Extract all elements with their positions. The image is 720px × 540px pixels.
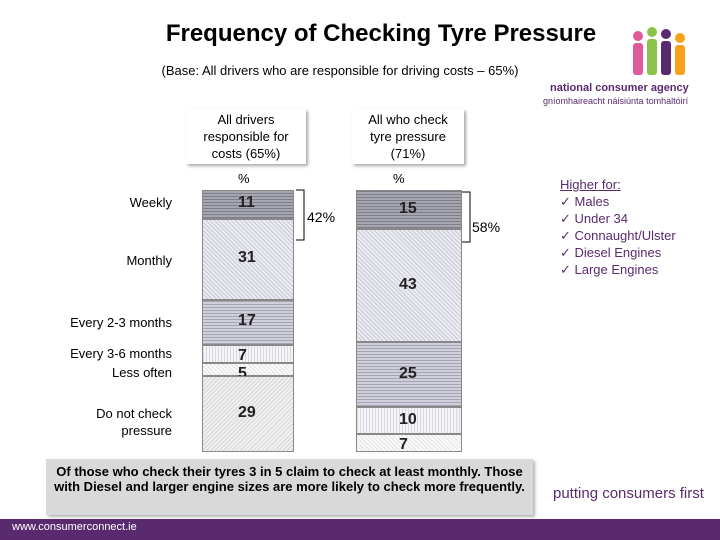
row-label-do-not-check: Do not check pressure bbox=[96, 406, 172, 438]
logo-dot-3 bbox=[661, 29, 671, 39]
higher-for-title: Higher for: bbox=[560, 177, 621, 192]
bar-segment bbox=[356, 341, 462, 408]
bar-value-label: 17 bbox=[238, 312, 256, 330]
bar-segment bbox=[202, 344, 294, 363]
annotation-58pct: 58% bbox=[472, 219, 501, 235]
tagline: putting consumers first bbox=[553, 485, 704, 502]
logo-bar-2 bbox=[647, 39, 657, 75]
row-label-every-3-6-months: Every 3-6 months bbox=[70, 346, 172, 361]
bar-segment bbox=[356, 407, 462, 434]
chart-title: Frequency of Checking Tyre Pressure bbox=[165, 20, 597, 47]
unit-label-1: % bbox=[238, 171, 250, 186]
annotation-42pct: 42% bbox=[307, 209, 336, 225]
bar-segment bbox=[356, 433, 462, 452]
bar-segment bbox=[356, 190, 462, 230]
bar-segment bbox=[202, 300, 294, 345]
bar-value-label: 29 bbox=[238, 404, 256, 421]
bar-value-label: 43 bbox=[399, 275, 417, 293]
bar-segment bbox=[202, 190, 294, 219]
logo-dot-2 bbox=[647, 27, 657, 37]
bar-value-label: 7 bbox=[238, 346, 247, 364]
higher-for-item: ✓ Diesel Engines bbox=[560, 245, 662, 260]
higher-for-box: Higher for: ✓ Males ✓ Under 34 ✓ Connaug… bbox=[560, 176, 676, 278]
higher-for-item: ✓ Connaught/Ulster bbox=[560, 228, 676, 243]
bar-value-label: 11 bbox=[238, 194, 255, 212]
bar-value-label: 25 bbox=[399, 364, 417, 382]
logo-dot-4 bbox=[675, 33, 685, 43]
logo-bar-1 bbox=[633, 43, 643, 75]
higher-for-item: ✓ Large Engines bbox=[560, 262, 659, 277]
bar-value-label: 10 bbox=[399, 410, 417, 428]
bar-value-label: 5 bbox=[238, 364, 247, 382]
bar-segment bbox=[202, 362, 294, 376]
bar-value-label: 7 bbox=[399, 435, 408, 453]
bar-segment bbox=[202, 218, 294, 301]
chart-subtitle: (Base: All drivers who are responsible f… bbox=[161, 63, 519, 78]
row-label-weekly: Weekly bbox=[129, 195, 172, 210]
bar-segment bbox=[356, 229, 462, 342]
summary-note: Of those who check their tyres 3 in 5 cl… bbox=[46, 459, 533, 515]
unit-label-2: % bbox=[393, 171, 405, 186]
logo-dot-1 bbox=[633, 31, 643, 41]
row-label-every-2-3-months: Every 2-3 months bbox=[70, 315, 172, 330]
row-label-less-often: Less often bbox=[112, 365, 172, 380]
bar-value-label: 15 bbox=[399, 199, 417, 217]
logo-bar-3 bbox=[661, 41, 671, 75]
brace-right bbox=[462, 191, 471, 243]
agency-logo bbox=[633, 27, 685, 75]
bar-segment bbox=[202, 376, 294, 452]
footer-bar bbox=[0, 519, 720, 540]
footer-url[interactable]: www.consumerconnect.ie bbox=[12, 521, 137, 533]
higher-for-item: ✓ Under 34 bbox=[560, 211, 628, 226]
brace-left bbox=[296, 189, 305, 241]
column-header-all-who-check: All who check tyre pressure (71%) bbox=[352, 109, 464, 164]
column-header-all-drivers: All drivers responsible for costs (65%) bbox=[186, 109, 306, 164]
agency-name: national consumer agency bbox=[550, 82, 689, 94]
row-label-monthly: Monthly bbox=[126, 253, 172, 268]
logo-bar-4 bbox=[675, 45, 685, 75]
bar-value-label: 31 bbox=[238, 249, 256, 267]
agency-name-irish: gníomhaireacht náisiúnta tomhaltóirí bbox=[543, 96, 689, 106]
higher-for-item: ✓ Males bbox=[560, 194, 610, 209]
